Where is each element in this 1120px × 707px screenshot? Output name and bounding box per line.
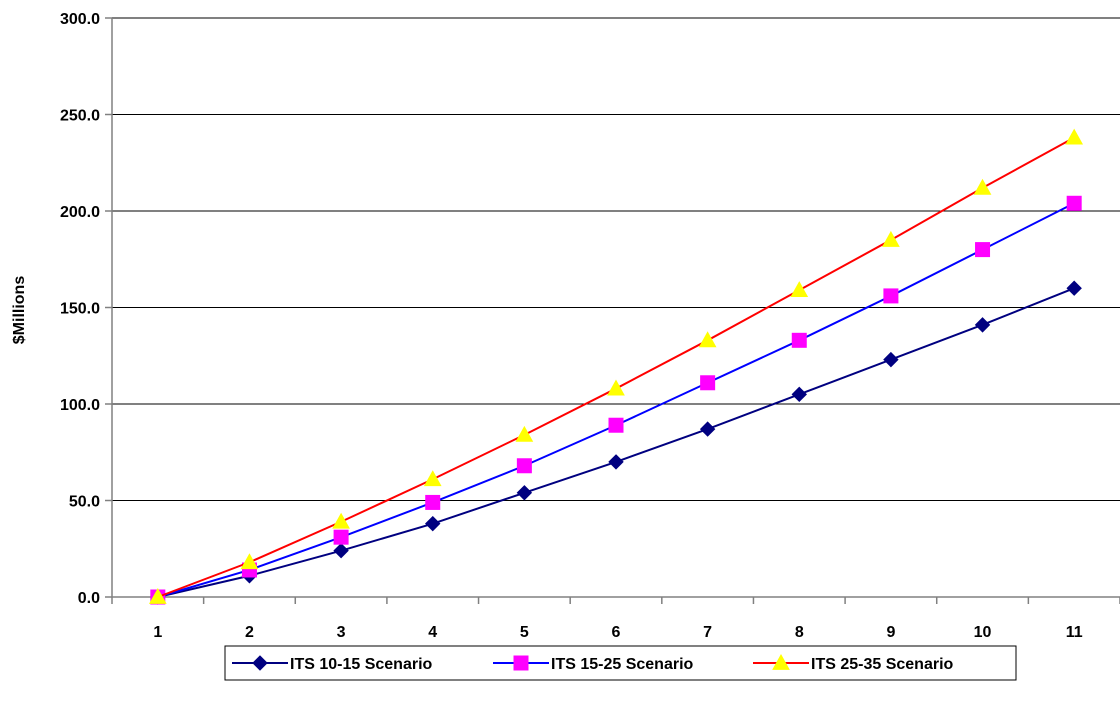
data-point [608, 454, 624, 470]
legend: ITS 10-15 Scenario ITS 15-25 Scenario ITS … [224, 645, 1017, 681]
series-line [157, 202, 1075, 598]
x-tick-label: 5 [520, 624, 529, 641]
data-point [1065, 128, 1084, 145]
y-tick-labels: 0.0 50.0 100.0 150.0 200.0 250.0 300.0 [60, 11, 112, 607]
data-point [1066, 280, 1082, 296]
data-point [516, 485, 533, 501]
data-point [607, 379, 625, 396]
x-tick-label: 1 [153, 624, 162, 641]
y-tick-label: 150.0 [60, 301, 100, 318]
y-tick-label: 100.0 [60, 397, 100, 414]
legend-label: ITS 25-35 Scenario [811, 656, 954, 673]
data-point [975, 242, 991, 258]
data-point [332, 512, 350, 529]
x-tick-label: 8 [795, 624, 804, 641]
legend-marker [252, 655, 268, 671]
data-point [333, 529, 349, 545]
x-tick-label: 6 [612, 624, 621, 641]
y-tick-label: 300.0 [60, 11, 100, 28]
gridlines [112, 17, 1120, 501]
y-tick-label: 0.0 [78, 590, 100, 607]
series-line [157, 136, 1075, 598]
data-point [1066, 195, 1082, 211]
series-2 [150, 195, 1082, 605]
x-tick-label: 3 [337, 624, 346, 641]
data-point [882, 230, 900, 247]
data-point [698, 331, 717, 348]
data-point [516, 458, 532, 474]
data-point [240, 553, 259, 570]
data-point [791, 332, 807, 348]
data-point [425, 515, 441, 532]
legend-marker [513, 655, 529, 671]
legend-label: ITS 15-25 Scenario [551, 656, 694, 673]
x-tick-label: 9 [886, 624, 895, 641]
data-point [425, 494, 441, 510]
data-point [699, 421, 716, 437]
legend-item: ITS 10-15 Scenario [232, 655, 433, 673]
y-tick-label: 200.0 [60, 204, 100, 221]
legend-item: ITS 15-25 Scenario [493, 655, 694, 673]
data-point [791, 386, 807, 403]
series-3 [148, 128, 1084, 604]
data-point [883, 351, 899, 368]
legend-box [224, 645, 1017, 681]
data-point [883, 288, 899, 304]
x-tick-label: 7 [703, 624, 712, 641]
y-axis-title: $Millions [11, 276, 28, 345]
legend-label: ITS 10-15 Scenario [290, 656, 433, 673]
data-point [515, 425, 534, 442]
series-line [157, 287, 1075, 598]
legend-marker [772, 653, 790, 670]
x-tick-label: 4 [428, 624, 437, 641]
data-point [148, 587, 167, 604]
y-tick-label: 50.0 [69, 494, 100, 511]
data-point [973, 178, 992, 195]
data-point [333, 542, 349, 559]
data-point [608, 417, 624, 433]
x-tick-label: 10 [974, 624, 992, 641]
x-tick-label: 2 [245, 624, 254, 641]
y-tick-label: 250.0 [60, 108, 100, 125]
data-point [974, 317, 991, 333]
data-point [790, 281, 809, 298]
x-tick-labels: 1 2 3 4 5 6 7 8 9 10 11 [111, 597, 1120, 641]
data-point [423, 470, 442, 487]
x-tick-label: 11 [1066, 624, 1083, 641]
legend-item: ITS 25-35 Scenario [753, 653, 954, 673]
series [148, 128, 1084, 605]
data-point [700, 375, 716, 391]
